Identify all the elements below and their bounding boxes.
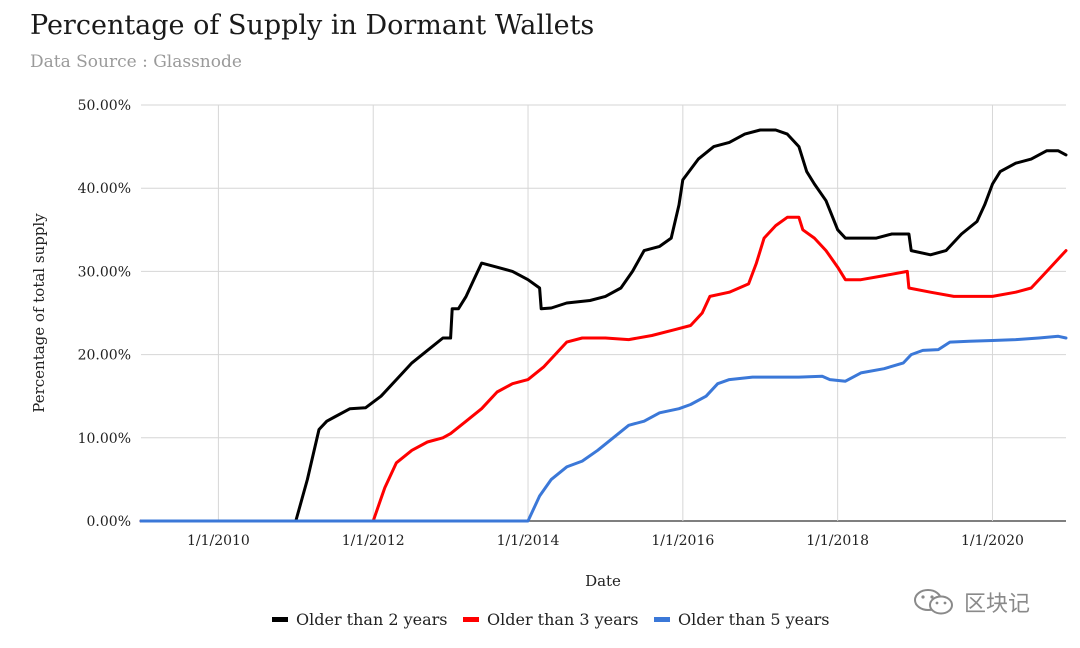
legend-swatch (654, 617, 670, 622)
y-tick-label: 30.00% (78, 264, 131, 280)
wechat-icon (914, 589, 953, 615)
y-tick-label: 0.00% (87, 514, 131, 530)
series-lines (139, 128, 1068, 523)
chart-subtitle: Data Source : Glassnode (30, 52, 242, 72)
legend-label: Older than 5 years (678, 610, 830, 629)
x-tick-label: 1/1/2010 (187, 533, 250, 549)
y-tick-label: 50.00% (78, 98, 131, 114)
legend-swatch (272, 617, 288, 622)
x-tick-label: 1/1/2016 (651, 533, 714, 549)
watermark: 区块记 (912, 586, 1030, 618)
x-tick-label: 1/1/2014 (497, 533, 560, 549)
y-tick-label: 20.00% (78, 348, 131, 364)
chart-legend: Older than 2 years Older than 3 years Ol… (0, 610, 1080, 634)
legend-label: Older than 3 years (487, 610, 639, 629)
legend-label: Older than 2 years (296, 610, 448, 629)
chart-title: Percentage of Supply in Dormant Wallets (30, 10, 595, 41)
x-tick-label: 1/1/2018 (806, 533, 869, 549)
legend-swatch (463, 617, 479, 622)
y-axis-title: Percentage of total supply (30, 213, 48, 413)
legend-item-3y: Older than 3 years (463, 610, 639, 629)
series-line-1 (139, 128, 1068, 523)
x-axis-title: Date (585, 572, 621, 590)
x-tick-labels: 1/1/2010 1/1/2012 1/1/2014 1/1/2016 1/1/2018… (187, 533, 1024, 549)
y-tick-label: 40.00% (78, 181, 131, 197)
grid-lines (141, 104, 1066, 522)
series-line-3 (139, 334, 1068, 523)
watermark-text: 区块记 (964, 592, 1031, 617)
y-tick-label: 10.00% (78, 431, 131, 447)
x-tick-label: 1/1/2020 (961, 533, 1024, 549)
legend-item-2y: Older than 2 years (272, 610, 448, 629)
legend-item-5y: Older than 5 years (654, 610, 830, 629)
series-line-2 (139, 215, 1068, 523)
x-tick-label: 1/1/2012 (342, 533, 405, 549)
y-tick-labels: 0.00% 10.00% 20.00% 30.00% 40.00% 50.00% (78, 98, 131, 530)
